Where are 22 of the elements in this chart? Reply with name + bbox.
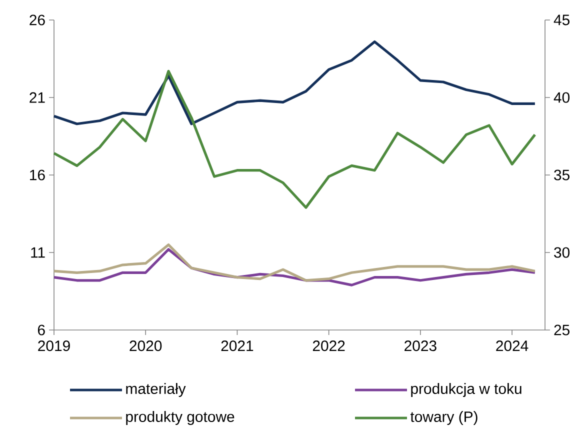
x-tick-label: 2020 <box>130 340 162 352</box>
y-tick-label: 11 <box>31 247 45 258</box>
x-tick-label: 2021 <box>221 340 254 352</box>
y-tick-label: 26 <box>30 14 45 26</box>
y2-tick-label: 40 <box>554 92 570 103</box>
y-tick-label: 16 <box>30 170 45 180</box>
x-tick-label: 2019 <box>38 340 70 352</box>
x-tick-label: 2022 <box>312 340 345 352</box>
x-tick-label: 2023 <box>404 340 436 352</box>
y2-tick-label: 25 <box>554 324 570 336</box>
line-series <box>52 70 536 209</box>
line-series <box>52 40 536 126</box>
legend-label: towary (P) <box>410 411 478 425</box>
legend-label: produkty gotowe <box>126 411 234 425</box>
y-tick-label: 21 <box>30 92 45 103</box>
y2-tick-label: 35 <box>554 170 570 180</box>
legend-label: materiały <box>126 383 186 397</box>
legend-label: produkcja w toku <box>411 383 522 397</box>
y2-tick-label: 45 <box>554 14 570 26</box>
y-tick-label: 6 <box>38 324 45 336</box>
y2-tick-label: 30 <box>554 247 570 258</box>
x-tick-label: 2024 <box>496 340 528 352</box>
